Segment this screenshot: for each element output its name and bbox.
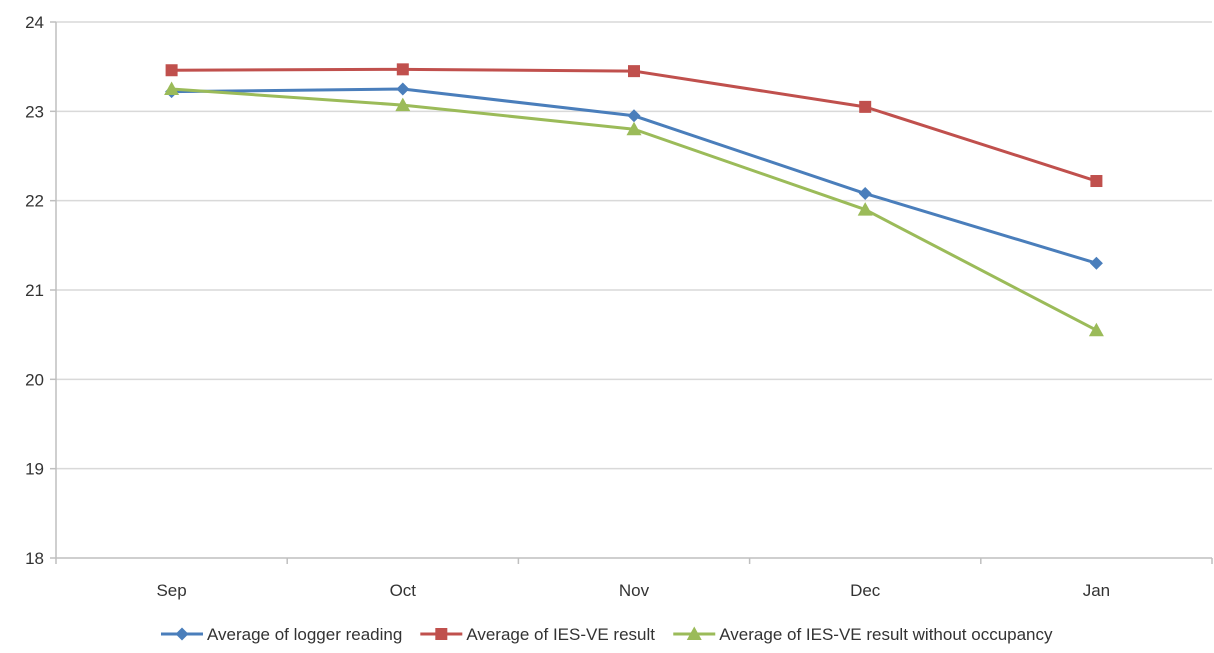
y-tick-label: 20 xyxy=(25,370,44,389)
x-tick-label: Sep xyxy=(156,581,186,600)
legend-label: Average of logger reading xyxy=(207,625,402,644)
data-point-diamond xyxy=(1089,256,1103,270)
data-point-square xyxy=(859,100,872,113)
data-point-triangle xyxy=(164,81,180,95)
data-point-square xyxy=(396,63,409,76)
y-tick-label: 22 xyxy=(25,192,44,211)
legend-item: Average of IES-VE result xyxy=(420,625,655,644)
axes: 18 19 20 21 22 23 24 Sep Oct Nov Dec Jan xyxy=(25,13,1213,600)
data-point-triangle xyxy=(686,626,702,640)
y-tick-label: 23 xyxy=(25,102,44,121)
data-point-triangle xyxy=(395,97,411,112)
data-point-triangle xyxy=(857,202,873,216)
legend-item: Average of logger reading xyxy=(160,625,402,644)
legend-label: Average of IES-VE result without occupan… xyxy=(719,625,1053,644)
data-point-diamond xyxy=(175,627,189,641)
data-point-diamond xyxy=(858,187,872,201)
x-tick-label: Oct xyxy=(390,581,417,600)
data-point-triangle xyxy=(626,121,642,136)
y-tick-label: 24 xyxy=(25,13,44,32)
series-2 xyxy=(164,81,1104,337)
data-point-square xyxy=(628,65,640,78)
x-tick-label: Dec xyxy=(850,581,881,600)
legend: Average of logger reading Average of IES-… xyxy=(160,625,1053,644)
data-point-square xyxy=(165,64,178,77)
series-1 xyxy=(165,63,1103,188)
data-point-diamond xyxy=(396,82,410,96)
legend-item: Average of IES-VE result without occupan… xyxy=(673,625,1053,644)
y-tick-label: 18 xyxy=(25,549,44,568)
x-tick-label: Nov xyxy=(619,581,650,600)
series-lines xyxy=(164,63,1104,337)
legend-label: Average of IES-VE result xyxy=(466,625,655,644)
data-point-diamond xyxy=(627,109,641,123)
data-point-square xyxy=(1090,175,1103,188)
series-0 xyxy=(165,82,1103,270)
data-point-square xyxy=(435,628,448,640)
y-tick-label: 19 xyxy=(25,460,44,479)
x-tick-label: Jan xyxy=(1083,581,1110,600)
data-point-triangle xyxy=(1088,322,1104,337)
y-tick-label: 21 xyxy=(25,281,44,300)
